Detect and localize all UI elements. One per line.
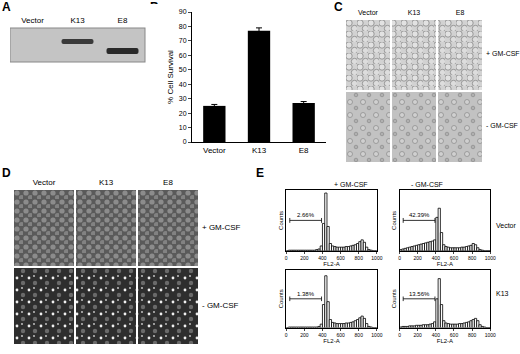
html-text:E8: E8: [117, 16, 128, 25]
html-text:E8: E8: [455, 9, 465, 16]
svg-text:200: 200: [300, 255, 309, 261]
html-text:A: A: [2, 0, 11, 14]
svg-text:Counts: Counts: [278, 211, 284, 230]
svg-text:1.38%: 1.38%: [297, 291, 315, 297]
svg-text:% Cell Survival: % Cell Survival: [166, 50, 175, 104]
html-text:K13: K13: [70, 16, 85, 25]
svg-text:- GM-CSF: - GM-CSF: [411, 181, 443, 188]
svg-text:50: 50: [179, 66, 187, 73]
svg-text:Vector: Vector: [203, 146, 226, 155]
svg-text:0: 0: [285, 332, 288, 338]
svg-text:800: 800: [468, 332, 477, 338]
html-text:B: B: [150, 0, 159, 14]
svg-text:0: 0: [183, 138, 187, 145]
svg-text:K13: K13: [252, 146, 267, 155]
svg-text:1000: 1000: [485, 332, 496, 338]
svg-text:800: 800: [468, 255, 477, 261]
html-text:K13: K13: [98, 178, 114, 187]
svg-text:20: 20: [179, 110, 187, 117]
svg-text:1000: 1000: [485, 255, 496, 261]
svg-text:K13: K13: [496, 290, 509, 297]
svg-text:40: 40: [179, 81, 187, 88]
html-text:Vector: Vector: [32, 178, 56, 187]
svg-text:Counts: Counts: [391, 211, 397, 230]
html-text:D: D: [2, 166, 11, 180]
svg-text:0: 0: [398, 255, 401, 261]
svg-text:30: 30: [179, 95, 187, 102]
html-text:C: C: [334, 0, 343, 14]
svg-text:42.39%: 42.39%: [409, 212, 430, 218]
svg-text:400: 400: [432, 332, 441, 338]
html-text:Vector: Vector: [358, 9, 378, 16]
svg-text:200: 200: [414, 332, 423, 338]
svg-text:600: 600: [450, 255, 459, 261]
svg-text:FL2-A: FL2-A: [437, 261, 453, 267]
html-text:+ GM-CSF: + GM-CSF: [202, 223, 241, 232]
svg-text:200: 200: [414, 255, 423, 261]
svg-text:400: 400: [318, 332, 327, 338]
svg-text:200: 200: [300, 332, 309, 338]
svg-text:90: 90: [179, 8, 187, 15]
svg-text:2.66%: 2.66%: [297, 212, 315, 218]
svg-text:80: 80: [179, 23, 187, 30]
svg-text:0: 0: [285, 255, 288, 261]
svg-text:70: 70: [179, 37, 187, 44]
html-text:K13: K13: [407, 9, 421, 16]
svg-text:800: 800: [355, 332, 364, 338]
svg-text:0: 0: [398, 332, 401, 338]
svg-text:1000: 1000: [371, 255, 382, 261]
svg-text:Counts: Counts: [278, 289, 284, 308]
html-text:- GM-CSF: - GM-CSF: [202, 301, 239, 310]
svg-text:FL2-A: FL2-A: [437, 338, 453, 344]
svg-text:13.56%: 13.56%: [409, 291, 430, 297]
html-text:+ GM-CSF: + GM-CSF: [486, 50, 520, 57]
svg-text:400: 400: [318, 255, 327, 261]
svg-text:400: 400: [432, 255, 441, 261]
svg-text:Vector: Vector: [496, 222, 517, 229]
svg-text:600: 600: [450, 332, 459, 338]
svg-text:600: 600: [336, 332, 345, 338]
svg-text:800: 800: [355, 255, 364, 261]
svg-text:FL2-A: FL2-A: [323, 338, 339, 344]
svg-text:1000: 1000: [371, 332, 382, 338]
html-text:Vector: Vector: [21, 16, 44, 25]
svg-text:E8: E8: [299, 146, 309, 155]
svg-text:FL2-A: FL2-A: [323, 261, 339, 267]
html-text:E8: E8: [163, 178, 173, 187]
svg-text:10: 10: [179, 124, 187, 131]
svg-text:Counts: Counts: [391, 289, 397, 308]
svg-text:600: 600: [336, 255, 345, 261]
svg-text:60: 60: [179, 52, 187, 59]
svg-text:+ GM-CSF: + GM-CSF: [334, 181, 368, 188]
html-text:- GM-CSF: - GM-CSF: [486, 122, 518, 129]
html-text:E: E: [256, 166, 264, 180]
